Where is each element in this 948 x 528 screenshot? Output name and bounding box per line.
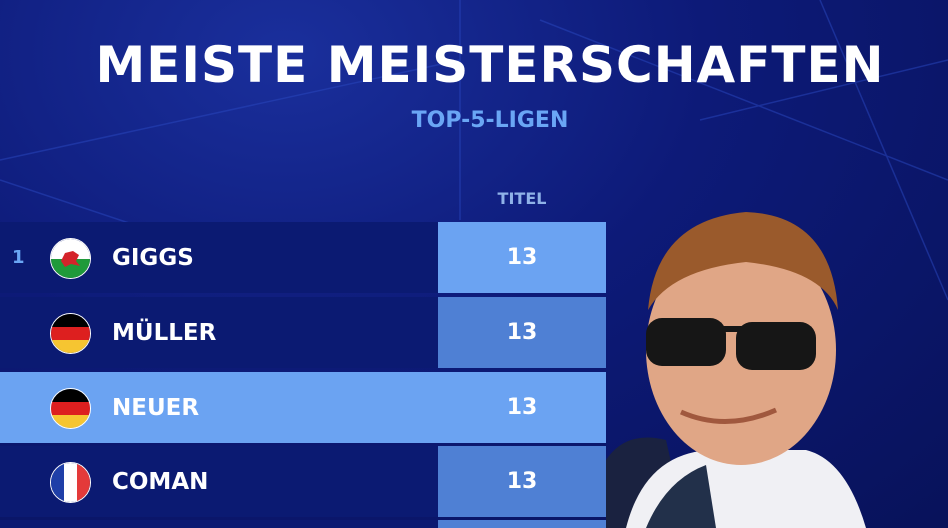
rank: 1 [12, 247, 25, 268]
name-cell [0, 520, 438, 528]
table-row: MÜLLER 13 [0, 297, 606, 368]
table-row: 1 GIGGS 13 [0, 222, 606, 293]
titles-value: 13 [438, 222, 606, 293]
germany-flag-icon [50, 313, 91, 354]
player-name: NEUER [112, 394, 200, 421]
france-flag-icon [50, 462, 91, 503]
table-row: COMAN 13 [0, 446, 606, 517]
player-name: GIGGS [112, 244, 194, 271]
player-name: MÜLLER [112, 319, 217, 346]
titles-value: 13 [438, 372, 606, 443]
titles-value: 13 [438, 297, 606, 368]
titles-value [438, 520, 606, 528]
player-photo [606, 212, 866, 528]
wales-flag-icon [50, 238, 91, 279]
titles-value: 13 [438, 446, 606, 517]
table-row-partial [0, 520, 606, 528]
player-name: COMAN [112, 468, 209, 495]
column-header-titel: TITEL [497, 189, 547, 208]
page-title: MEISTE MEISTERSCHAFTEN [95, 36, 885, 94]
page-subtitle: TOP-5-LIGEN [411, 108, 569, 133]
table-row-highlighted: NEUER 13 [0, 372, 606, 443]
germany-flag-icon [50, 388, 91, 429]
